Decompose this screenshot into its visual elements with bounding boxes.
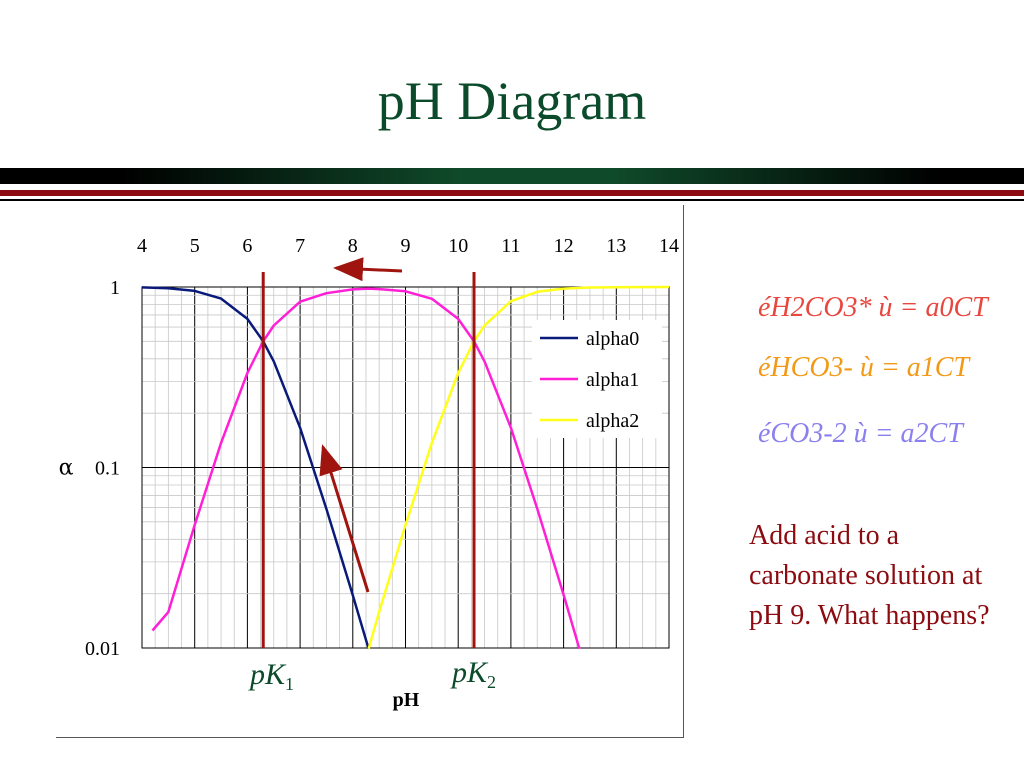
x-tick-label: 12 [554,235,574,257]
x-tick-label: 8 [348,235,358,257]
x-tick-label: 6 [242,235,252,257]
x-tick-label: 11 [501,235,520,257]
title-divider-red [0,190,1024,196]
x-tick-label: 5 [190,235,200,257]
y-tick-label: 1 [110,277,120,299]
x-tick-label: 4 [137,235,147,257]
pk1-label: pK1 [248,658,294,694]
x-tick-label: 9 [401,235,411,257]
series-line-alpha1 [151,287,581,650]
arrow-up [319,444,370,593]
series-line-alpha2 [367,285,670,650]
y-tick-label: 0.01 [85,638,120,660]
legend-label-alpha2: alpha2 [586,410,639,432]
x-tick-label: 14 [659,235,679,257]
pk2-label: pK2 [450,656,496,692]
arrow-left [333,257,403,282]
x-tick-label: 10 [448,235,468,257]
legend-label-alpha0: alpha0 [586,328,639,350]
x-axis-label: pH [393,689,420,711]
legend-label-alpha1: alpha1 [586,369,639,391]
equation-alpha1: éHCO3- ù = a1CT [758,352,970,383]
y-tick-label: 0.1 [95,458,120,480]
equation-alpha0: éH2CO3* ù = a0CT [758,292,988,323]
slide-title: pH Diagram [377,71,647,131]
chart-frame [56,205,684,738]
x-tick-label: 13 [606,235,626,257]
question-text: Add acid to a carbonate solution at pH 9… [749,520,990,631]
y-axis-label: α [59,456,74,481]
x-tick-label: 7 [295,235,305,257]
plot-border [141,286,670,649]
title-divider-thin [0,199,1024,201]
title-divider-dark [0,168,1024,184]
equation-alpha2: éCO3-2 ù = a2CT [758,418,963,449]
